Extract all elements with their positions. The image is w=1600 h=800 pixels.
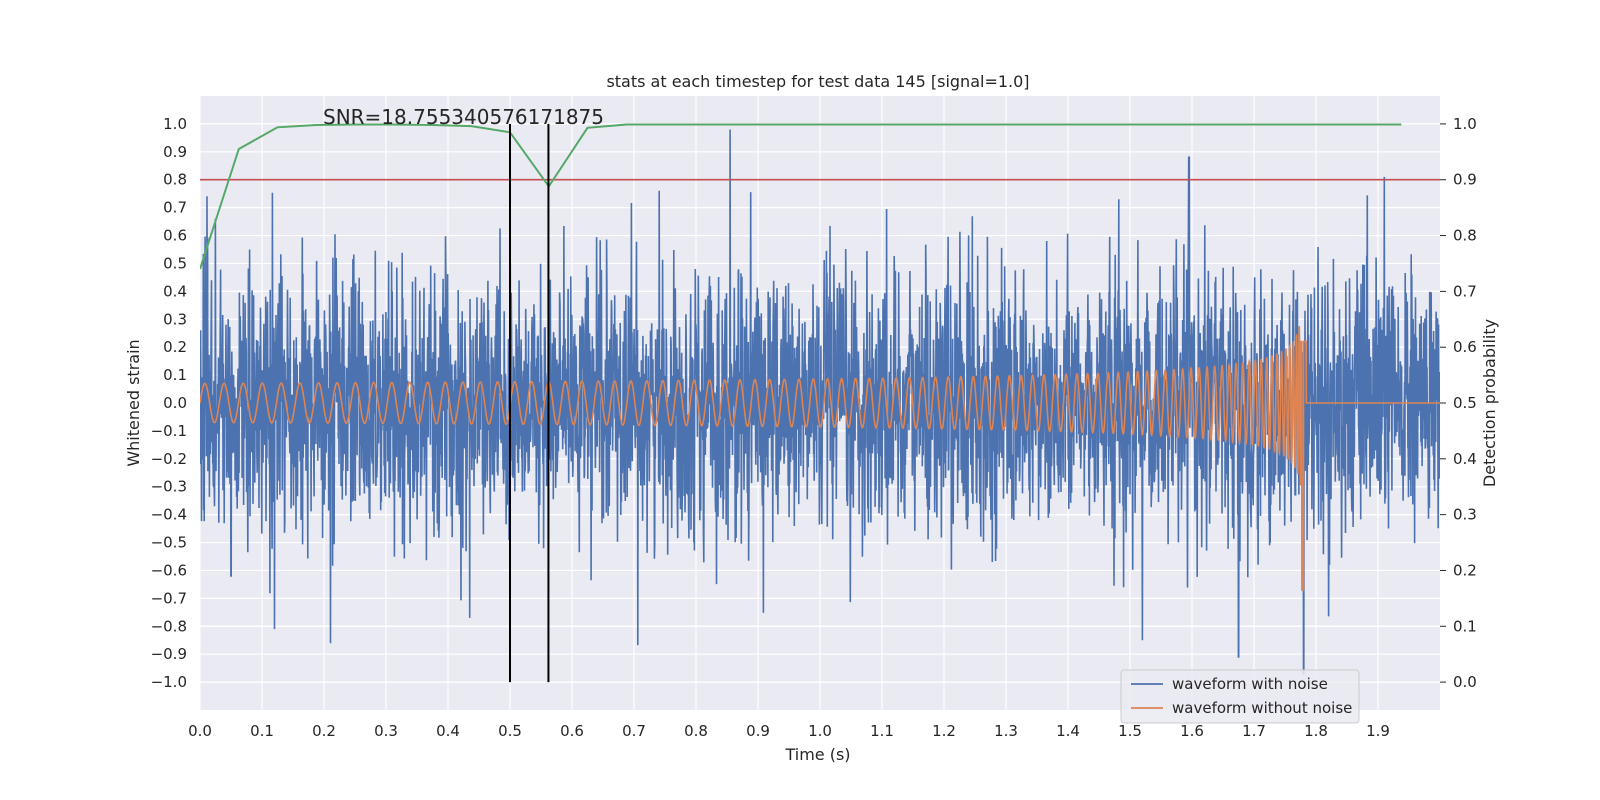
x-tick-label: 0.5 [498, 722, 522, 740]
x-tick-label: 0.9 [746, 722, 770, 740]
x-tick-label: 1.5 [1118, 722, 1142, 740]
x-tick-label: 0.1 [250, 722, 274, 740]
legend-box [1120, 669, 1360, 724]
y-left-tick-label: −0.8 [151, 617, 187, 635]
x-tick-label: 0.3 [374, 722, 398, 740]
x-tick-label: 1.9 [1366, 722, 1390, 740]
x-tick-label: 1.6 [1180, 722, 1204, 740]
x-axis-ticks: 0.0 0.1 0.2 0.3 0.4 0.5 0.6 0.7 0.8 0.9 1.0 1.1 1.2 1… [188, 722, 1390, 740]
y-left-tick-label: 1.0 [163, 115, 187, 133]
legend-label-waveform-without-noise: waveform without noise [1172, 699, 1352, 717]
y-left-tick-label: 0.8 [163, 171, 187, 189]
x-tick-label: 1.4 [1056, 722, 1080, 740]
x-tick-label: 0.4 [436, 722, 460, 740]
y-left-tick-label: 0.9 [163, 143, 187, 161]
y-right-tick-label: 0.9 [1453, 171, 1477, 189]
x-tick-label: 0.0 [188, 722, 212, 740]
y-right-axis-label: Detection probability [1480, 319, 1499, 487]
y-right-tick-label: 0.3 [1453, 506, 1477, 524]
x-tick-label: 0.7 [622, 722, 646, 740]
y-left-tick-label: −0.9 [151, 645, 187, 663]
y-right-tick-label: 0.6 [1453, 338, 1477, 356]
y-right-tick-label: 0.0 [1453, 673, 1477, 691]
y-left-tick-label: −1.0 [151, 673, 187, 691]
x-tick-label: 0.8 [684, 722, 708, 740]
series-line-detection-probability [200, 123, 1402, 270]
y-left-tick-label: 0.2 [163, 338, 187, 356]
y-right-tick-label: 0.7 [1453, 282, 1477, 300]
series-line-waveform-without-noise [200, 325, 1440, 591]
y-left-tick-label: −0.5 [151, 534, 187, 552]
series-line-waveform-with-noise [200, 129, 1440, 675]
y-left-tick-label: −0.4 [151, 506, 187, 524]
x-tick-label: 1.0 [808, 722, 832, 740]
y-left-axis-ticks: −1.0 −0.9 −0.8 −0.7 −0.6 −0.5 −0.4 −0.3 −0.2 −0.1… [151, 115, 187, 691]
legend: waveform with noise waveform without noi… [1120, 669, 1360, 724]
vertical-marker-lines [509, 123, 550, 683]
y-left-tick-label: −0.2 [151, 450, 187, 468]
x-tick-label: 1.7 [1242, 722, 1266, 740]
y-left-tick-label: −0.7 [151, 589, 187, 607]
y-left-tick-label: 0.3 [163, 310, 187, 328]
y-right-axis-ticks: 0.0 0.1 0.2 0.3 0.4 0.5 0.6 0.7 0.8 0.9 1.0 [1440, 115, 1477, 691]
legend-label-waveform-with-noise: waveform with noise [1172, 675, 1328, 693]
y-left-tick-label: −0.3 [151, 478, 187, 496]
chart-title: stats at each timestep for test data 145… [606, 72, 1029, 91]
x-tick-label: 0.2 [312, 722, 336, 740]
y-left-tick-label: 0.5 [163, 254, 187, 272]
x-tick-label: 1.3 [994, 722, 1018, 740]
x-axis-label: Time (s) [784, 745, 850, 764]
x-tick-label: 1.1 [870, 722, 894, 740]
y-right-tick-label: 0.5 [1453, 394, 1477, 412]
snr-annotation: SNR=18.755340576171875 [323, 105, 604, 129]
y-right-tick-label: 1.0 [1453, 115, 1477, 133]
y-left-tick-label: 0.1 [163, 366, 187, 384]
x-tick-label: 1.8 [1304, 722, 1328, 740]
y-right-tick-label: 0.1 [1453, 617, 1477, 635]
y-left-axis-label: Whitened strain [124, 339, 143, 466]
y-left-tick-label: −0.6 [151, 561, 187, 579]
y-right-tick-label: 0.8 [1453, 227, 1477, 245]
y-left-tick-label: 0.6 [163, 227, 187, 245]
y-left-tick-label: −0.1 [151, 422, 187, 440]
y-left-tick-label: 0.4 [163, 282, 187, 300]
plot-series-layer [200, 123, 1440, 683]
y-right-tick-label: 0.2 [1453, 561, 1477, 579]
y-left-tick-label: 0.7 [163, 199, 187, 217]
y-left-tick-label: 0.0 [163, 394, 187, 412]
y-right-tick-label: 0.4 [1453, 450, 1477, 468]
x-tick-label: 0.6 [560, 722, 584, 740]
x-tick-label: 1.2 [932, 722, 956, 740]
